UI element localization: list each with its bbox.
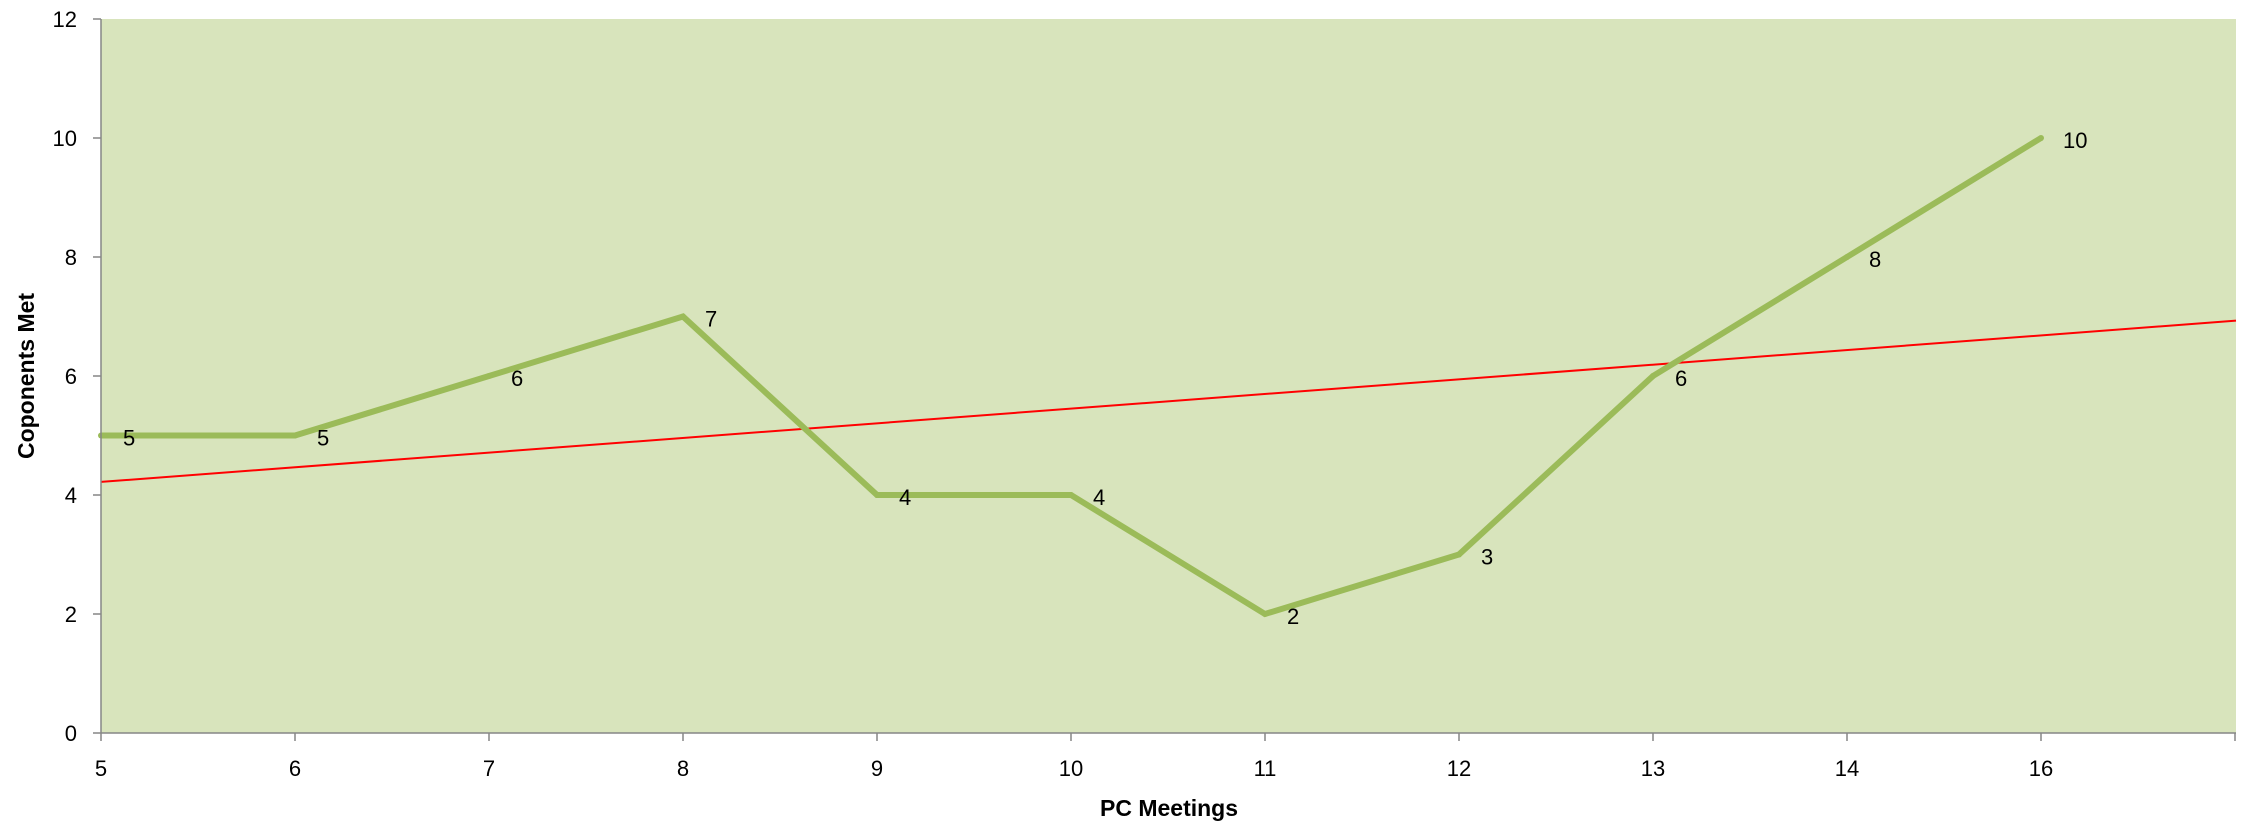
x-tick-label: 6 <box>289 756 301 781</box>
data-point <box>486 373 492 379</box>
data-point <box>1262 611 1268 617</box>
x-tick-label: 11 <box>1254 756 1277 781</box>
series-layer <box>98 135 2044 618</box>
y-tick-label: 12 <box>53 7 77 32</box>
x-tick-label: 5 <box>95 756 107 781</box>
x-tick-label: 14 <box>1835 756 1859 781</box>
data-point <box>1650 373 1656 379</box>
data-labels-layer: 5 5 6 7 4 4 2 3 6 8 10 <box>123 128 2087 629</box>
y-tick-label: 6 <box>65 364 77 389</box>
data-label: 8 <box>1869 247 1881 272</box>
data-label: 10 <box>2063 128 2087 153</box>
y-axis-title: Coponents Met <box>13 293 39 459</box>
x-axis-title: PC Meetings <box>1100 795 1238 821</box>
y-tick-label: 0 <box>65 721 77 746</box>
data-label: 5 <box>317 426 329 451</box>
y-tick-label: 8 <box>65 245 77 270</box>
x-tick-label: 12 <box>1447 756 1471 781</box>
x-tick-label: 16 <box>2029 756 2053 781</box>
data-point <box>2038 135 2044 141</box>
y-tick-label: 2 <box>65 602 77 627</box>
x-tick-label: 10 <box>1059 756 1083 781</box>
data-point <box>1456 551 1462 558</box>
data-label: 5 <box>123 426 135 451</box>
data-point <box>680 313 686 320</box>
data-point <box>874 492 880 498</box>
plot-area <box>101 19 2236 733</box>
x-tick-label: 7 <box>483 756 495 781</box>
trendline <box>100 319 2237 483</box>
ticks-layer: 0 2 4 6 8 10 12 5 6 7 8 9 10 11 12 13 14 16 <box>53 7 2236 781</box>
trendline-layer <box>100 319 2237 483</box>
data-label: 4 <box>899 485 911 510</box>
data-label: 3 <box>1481 545 1493 570</box>
y-tick-label: 4 <box>65 483 77 508</box>
data-label: 7 <box>705 307 717 332</box>
data-label: 6 <box>511 366 523 391</box>
y-tick-label: 10 <box>53 126 77 151</box>
data-point <box>1844 254 1850 260</box>
data-label: 6 <box>1675 366 1687 391</box>
data-point <box>1068 492 1074 498</box>
data-point <box>292 432 298 439</box>
data-label: 4 <box>1093 485 1105 510</box>
data-label: 2 <box>1287 604 1299 629</box>
x-tick-label: 9 <box>871 756 883 781</box>
x-tick-label: 13 <box>1641 756 1665 781</box>
x-tick-label: 8 <box>677 756 689 781</box>
